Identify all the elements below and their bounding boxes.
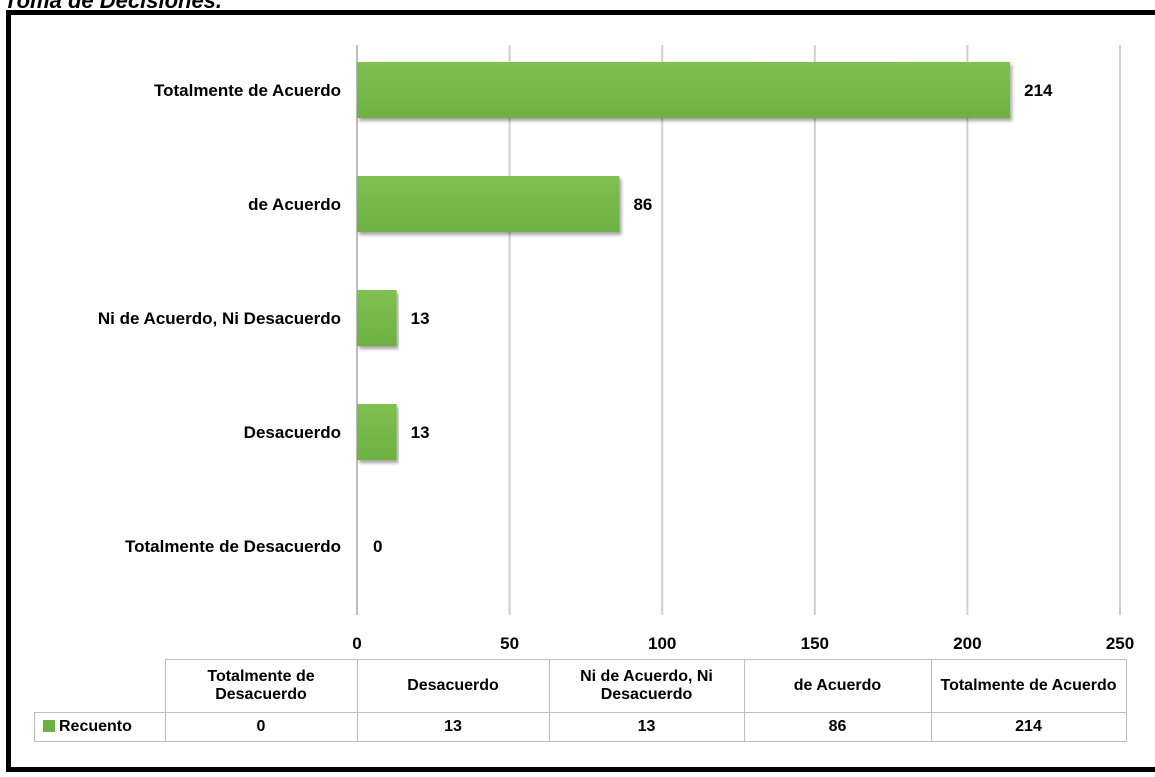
bar: [357, 62, 1011, 118]
x-tick-label: 250: [1106, 634, 1134, 653]
x-tick-label: 150: [801, 634, 829, 653]
data-table-header: Totalmente de Desacuerdo: [164, 659, 358, 713]
category-label: Ni de Acuerdo, Ni Desacuerdo: [98, 309, 341, 328]
data-table-cell: 0: [164, 712, 358, 742]
data-table-header: Ni de Acuerdo, Ni Desacuerdo: [548, 659, 745, 713]
category-label: Totalmente de Desacuerdo: [125, 537, 341, 556]
category-label: de Acuerdo: [248, 195, 341, 214]
bar: [357, 404, 397, 460]
bar-chart: 0 50 100 150 200 250 Totalmente de Acuerdo 214 d…: [98, 45, 1134, 653]
data-table-header-row: Totalmente de Desacuerdo Desacuerdo Ni d…: [34, 659, 1127, 713]
x-tick-label: 200: [953, 634, 981, 653]
data-table-cell: 13: [356, 712, 550, 742]
data-label: 0: [373, 537, 382, 556]
x-tick-label: 50: [500, 634, 519, 653]
category-label: Desacuerdo: [244, 423, 341, 442]
data-table-header: de Acuerdo: [743, 659, 932, 713]
x-tick-label: 0: [352, 634, 361, 653]
data-table-cell: 214: [930, 712, 1127, 742]
bar: [357, 290, 397, 346]
legend-swatch: [43, 720, 55, 732]
data-label: 86: [633, 195, 652, 214]
legend-label: Recuento: [59, 718, 132, 735]
data-label: 13: [411, 309, 430, 328]
data-label: 214: [1024, 81, 1053, 100]
category-label: Totalmente de Acuerdo: [154, 81, 341, 100]
data-table-cell: 86: [743, 712, 932, 742]
data-table-header: Desacuerdo: [356, 659, 550, 713]
bar: [357, 176, 620, 232]
data-table-cell: 13: [548, 712, 745, 742]
data-label: 13: [411, 423, 430, 442]
data-table-corner: [34, 659, 166, 713]
x-tick-label: 100: [648, 634, 676, 653]
data-table-row: Recuento 0 13 13 86 214: [34, 712, 1127, 742]
data-table-header: Totalmente de Acuerdo: [930, 659, 1127, 713]
data-table: Totalmente de Desacuerdo Desacuerdo Ni d…: [34, 659, 1127, 742]
chart-title: Toma de Decisiones.: [4, 0, 223, 13]
data-table-series-cell: Recuento: [34, 712, 166, 742]
chart-frame: 0 50 100 150 200 250 Totalmente de Acuerdo 214 d…: [6, 10, 1155, 772]
